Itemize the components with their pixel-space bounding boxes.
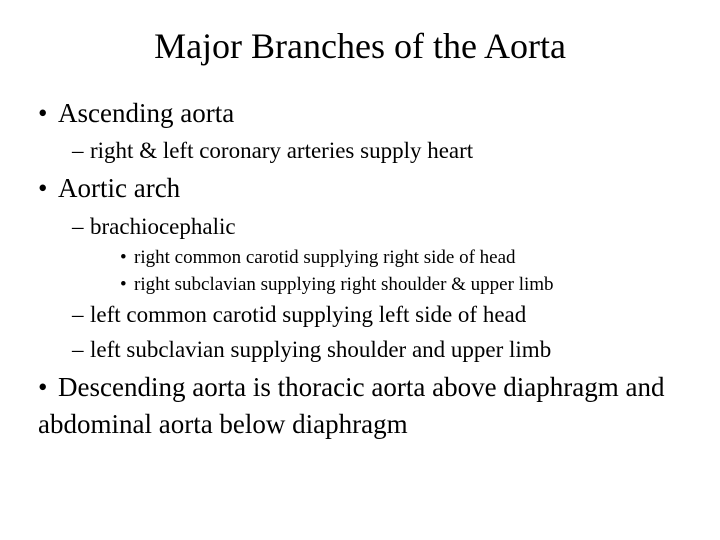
item2-sub2-text: left common carotid supplying left side …	[90, 302, 526, 327]
sub-item-2-2: –left common carotid supplying left side…	[72, 299, 690, 330]
bullet-icon: •	[120, 246, 134, 271]
item1-text: Ascending aorta	[58, 98, 234, 128]
sub-item-2-3: –left subclavian supplying shoulder and …	[72, 334, 690, 365]
item1-sub1-text: right & left coronary arteries supply he…	[90, 138, 473, 163]
slide-title: Major Branches of the Aorta	[30, 25, 690, 67]
item3-text: Descending aorta is thoracic aorta above…	[38, 372, 665, 438]
bullet-icon: •	[38, 170, 58, 206]
dash-icon: –	[72, 299, 90, 330]
dash-icon: –	[72, 334, 90, 365]
item2-sub1-detail1-text: right common carotid supplying right sid…	[134, 247, 516, 268]
dash-icon: –	[72, 211, 90, 242]
item2-sub3-text: left subclavian supplying shoulder and u…	[90, 337, 551, 362]
sub-item-2-1: –brachiocephalic	[72, 211, 690, 242]
bullet-item-1: •Ascending aorta	[38, 95, 690, 131]
bullet-item-3: •Descending aorta is thoracic aorta abov…	[38, 369, 690, 442]
bullet-icon: •	[38, 369, 58, 405]
bullet-item-2: •Aortic arch	[38, 170, 690, 206]
detail-item-2-1-2: •right subclavian supplying right should…	[120, 273, 690, 298]
item2-sub1-detail2-text: right subclavian supplying right shoulde…	[134, 274, 554, 295]
bullet-icon: •	[38, 95, 58, 131]
item2-text: Aortic arch	[58, 173, 180, 203]
dash-icon: –	[72, 135, 90, 166]
bullet-icon: •	[120, 273, 134, 298]
detail-item-2-1-1: •right common carotid supplying right si…	[120, 246, 690, 271]
sub-item-1-1: –right & left coronary arteries supply h…	[72, 135, 690, 166]
item2-sub1-text: brachiocephalic	[90, 214, 236, 239]
